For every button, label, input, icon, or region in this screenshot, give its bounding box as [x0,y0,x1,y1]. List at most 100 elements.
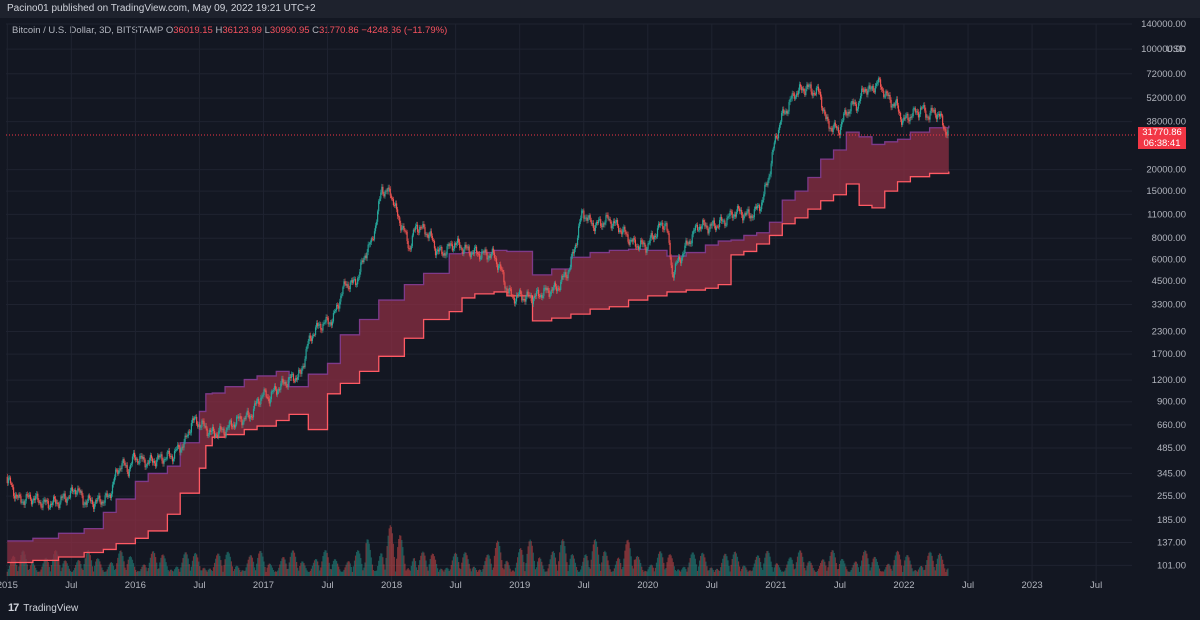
candle-body [931,107,933,111]
open-value: 36019.15 [173,25,213,36]
candle-body [156,460,158,467]
volume-bar [500,552,502,576]
candle-body [873,90,875,93]
volume-bar [771,567,773,576]
candle-body [49,503,52,509]
volume-bar [623,558,625,576]
volume-bar [99,561,101,576]
candle-body [333,311,336,314]
candle-body [801,86,803,91]
volume-bar [650,564,652,576]
candle-body [433,240,436,249]
volume-bar [644,570,646,576]
candle-body [343,281,345,288]
candle-body [178,444,180,448]
tradingview-brand[interactable]: 17 TradingView [8,602,78,614]
candle-body [254,403,257,405]
volume-bar [334,559,337,576]
candle-body [190,423,193,433]
candle-body [184,435,186,442]
candle-body [774,135,776,143]
volume-bar [545,571,547,576]
volume-bar [321,561,323,576]
candle-body [645,246,647,253]
candle-body [470,253,472,258]
candle-body [614,222,617,224]
candle-body [142,457,144,459]
candle-body [817,86,820,92]
candle-body [753,209,755,218]
candle-body [563,274,565,278]
volume-bar [796,556,799,576]
candle-body [917,112,920,118]
volume-bar [379,556,381,576]
volume-bar [946,569,948,576]
candle-body [94,503,96,509]
volume-bar [475,569,478,576]
volume-bar [422,551,424,576]
y-tick-label: 52000.00 [1146,93,1186,104]
candle-body [427,234,429,239]
candle-body [704,222,706,227]
candle-body [355,284,358,285]
volume-bar [891,570,893,576]
candle-body [219,426,221,431]
candle-body [203,421,205,426]
candle-body [334,310,337,312]
volume-bar [16,565,18,576]
volume-bar [932,560,934,576]
candle-body [821,96,823,108]
x-tick-label: Jul [193,580,205,591]
candle-body [64,493,66,499]
candle-body [736,206,739,212]
y-tick-label: 6000.00 [1152,255,1186,266]
volume-bar [75,565,77,576]
volume-bar [842,559,844,576]
candle-body [519,290,521,295]
volume-bar [173,569,176,576]
candle-body [533,295,536,299]
volume-bar [247,559,249,576]
candle-body [24,500,26,505]
volume-bar [567,571,569,576]
candle-body [418,231,420,233]
candle-body [586,217,588,221]
volume-bar [411,561,413,576]
volume-bar [877,565,880,576]
candle-body [603,223,605,225]
volume-bar [664,569,666,576]
volume-bar [613,568,615,576]
volume-bar [224,559,226,576]
y-tick-label: 2300.00 [1152,326,1186,337]
candle-body [145,466,147,468]
candle-body [877,78,880,83]
candle-body [609,218,611,222]
volume-bar [610,571,612,576]
candle-body [831,128,833,132]
candle-body [425,234,427,236]
candle-body [659,223,661,226]
volume-bar [168,571,170,576]
candle-body [449,243,451,247]
price-chart[interactable]: 101.00137.00185.00255.00345.00485.00660.… [0,18,1200,598]
candle-body [691,234,693,244]
candle-body [544,287,546,289]
volume-bar [531,545,533,576]
volume-bar [166,566,168,576]
volume-bar [730,564,732,576]
candle-body [164,459,166,460]
volume-bar [836,569,839,576]
volume-bar [872,558,874,576]
volume-bar [308,571,310,576]
volume-bar [555,564,558,576]
symbol-name[interactable]: Bitcoin / U.S. Dollar, 3D, BITSTAMP [12,25,164,36]
y-tick-label: 4500.00 [1152,276,1186,287]
candle-body [201,420,203,427]
volume-bar [271,567,274,576]
volume-bar [318,565,320,576]
volume-bar [716,568,719,576]
candle-body [152,461,155,463]
candle-body [181,446,183,450]
candle-body [383,193,385,197]
volume-bar [291,550,294,576]
